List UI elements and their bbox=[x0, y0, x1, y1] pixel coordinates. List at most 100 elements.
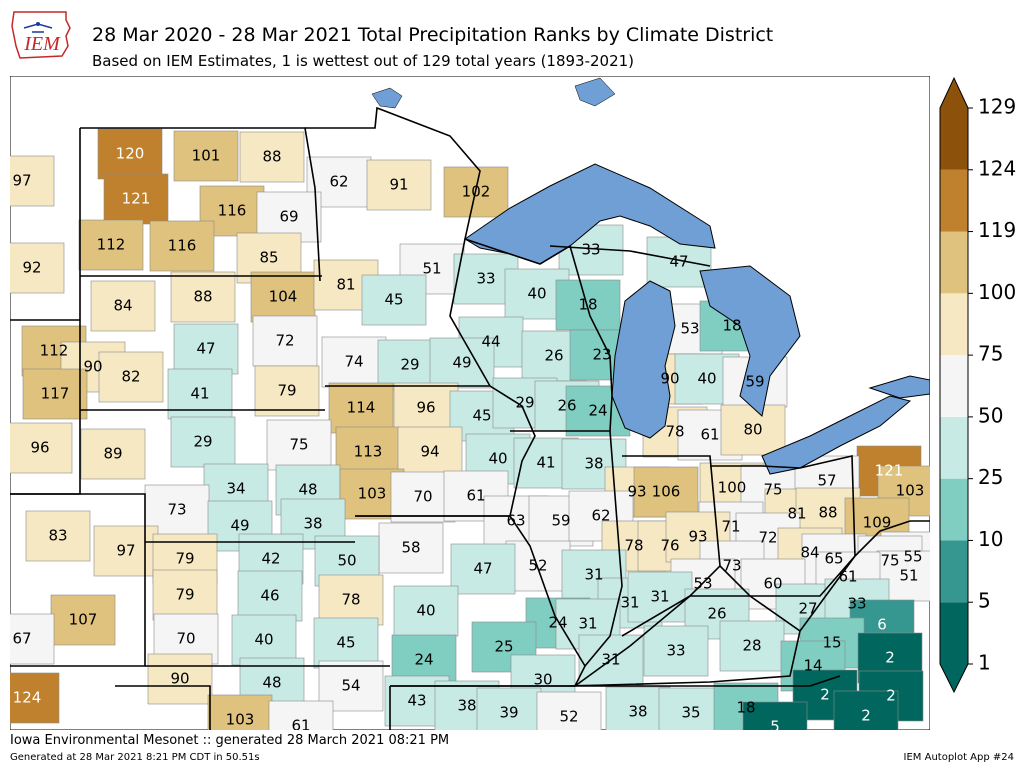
co-box bbox=[10, 493, 146, 667]
district-rank-label: 38 bbox=[303, 515, 322, 533]
district-rank-label: 40 bbox=[254, 631, 273, 649]
lake-ontario bbox=[868, 375, 930, 399]
district-rank-label: 73 bbox=[167, 501, 186, 519]
district-rank-label: 90 bbox=[660, 370, 679, 388]
district-region bbox=[170, 271, 236, 323]
district-rank-label: 31 bbox=[601, 651, 620, 669]
district-rank-label: 44 bbox=[481, 333, 500, 351]
nd-border bbox=[80, 127, 321, 282]
colorbar-bin bbox=[940, 540, 968, 603]
district-rank-label: 61 bbox=[700, 426, 719, 444]
district-rank-label: 33 bbox=[476, 270, 495, 288]
district-rank-label: 51 bbox=[899, 567, 918, 585]
district-rank-label: 40 bbox=[527, 285, 546, 303]
district-rank-label: 41 bbox=[536, 454, 555, 472]
district-rank-label: 33 bbox=[666, 642, 685, 660]
district-region bbox=[366, 159, 432, 211]
district-region bbox=[10, 155, 55, 207]
district-rank-label: 28 bbox=[742, 637, 761, 655]
colorbar-bin bbox=[940, 293, 968, 356]
district-region bbox=[658, 687, 724, 730]
colorbar-tick-label: 5 bbox=[978, 589, 991, 613]
district-rank-label: 58 bbox=[401, 539, 420, 557]
lake-erie bbox=[761, 395, 912, 475]
district-rank-label: 31 bbox=[578, 615, 597, 633]
colorbar-tick-label: 129 bbox=[978, 95, 1016, 119]
district-rank-label: 25 bbox=[494, 638, 513, 656]
district-rank-label: 53 bbox=[693, 575, 712, 593]
district-rank-label: 112 bbox=[40, 342, 69, 360]
district-region bbox=[147, 653, 213, 705]
district-rank-label: 101 bbox=[192, 147, 221, 165]
colorbar-max-arrow bbox=[940, 78, 968, 108]
district-rank-label: 31 bbox=[620, 594, 639, 612]
district-rank-label: 38 bbox=[457, 697, 476, 715]
district-rank-label: 103 bbox=[358, 485, 387, 503]
district-rank-label: 24 bbox=[588, 402, 607, 420]
district-rank-label: 74 bbox=[344, 353, 363, 371]
district-rank-label: 6 bbox=[877, 616, 887, 634]
wisconsin bbox=[464, 238, 613, 432]
district-region bbox=[536, 691, 602, 730]
district-rank-label: 47 bbox=[669, 253, 688, 271]
great-lakes bbox=[371, 77, 930, 475]
district-rank-label: 96 bbox=[30, 439, 49, 457]
district-rank-label: 15 bbox=[822, 634, 841, 652]
colorbar-bin bbox=[940, 478, 968, 541]
district-rank-label: 50 bbox=[337, 552, 356, 570]
district-rank-label: 61 bbox=[466, 487, 485, 505]
district-rank-label: 53 bbox=[680, 320, 699, 338]
district-region bbox=[254, 365, 320, 417]
district-region bbox=[321, 336, 387, 388]
district-rank-label: 97 bbox=[12, 172, 31, 190]
district-region bbox=[170, 416, 236, 468]
district-rank-label: 75 bbox=[880, 552, 899, 570]
district-region bbox=[78, 219, 144, 271]
district-rank-label: 103 bbox=[896, 482, 925, 500]
iem-logo: IEM bbox=[11, 11, 71, 59]
district-rank-label: 78 bbox=[665, 423, 684, 441]
district-region bbox=[378, 522, 444, 574]
district-rank-label: 75 bbox=[763, 481, 782, 499]
district-rank-label: 88 bbox=[193, 288, 212, 306]
district-rank-label: 51 bbox=[422, 260, 441, 278]
district-rank-label: 41 bbox=[190, 385, 209, 403]
district-rank-label: 24 bbox=[548, 614, 567, 632]
district-region bbox=[555, 279, 621, 331]
district-rank-label: 59 bbox=[551, 512, 570, 530]
district-rank-label: 78 bbox=[624, 537, 643, 555]
district-rank-label: 33 bbox=[847, 595, 866, 613]
district-rank-label: 26 bbox=[557, 397, 576, 415]
district-rank-label: 65 bbox=[824, 550, 843, 568]
district-region bbox=[393, 585, 459, 637]
district-rank-label: 84 bbox=[113, 297, 132, 315]
district-region bbox=[266, 419, 332, 471]
chart-subtitle: Based on IEM Estimates, 1 is wettest out… bbox=[92, 52, 635, 70]
district-rank-label: 102 bbox=[462, 183, 491, 201]
district-rank-label: 79 bbox=[277, 382, 296, 400]
district-rank-label: 97 bbox=[116, 542, 135, 560]
district-region bbox=[207, 694, 273, 730]
district-rank-label: 69 bbox=[279, 208, 298, 226]
district-region bbox=[173, 130, 239, 182]
district-rank-label: 5 bbox=[770, 718, 780, 731]
district-rank-label: 116 bbox=[168, 237, 197, 255]
district-region bbox=[239, 131, 305, 183]
illinois bbox=[510, 430, 623, 667]
district-region bbox=[397, 426, 463, 478]
district-region bbox=[313, 617, 379, 669]
district-rank-label: 40 bbox=[416, 602, 435, 620]
district-rank-label: 83 bbox=[48, 527, 67, 545]
district-rank-label: 40 bbox=[488, 450, 507, 468]
colorbar-tick-label: 119 bbox=[978, 218, 1016, 242]
colorbar-tick-label: 100 bbox=[978, 280, 1016, 304]
district-rank-label: 114 bbox=[347, 399, 376, 417]
lake-michigan bbox=[611, 280, 676, 439]
lake-huron bbox=[699, 265, 801, 417]
district-region bbox=[10, 422, 73, 474]
district-region bbox=[633, 466, 699, 518]
district-rank-label: 79 bbox=[175, 586, 194, 604]
district-rank-label: 120 bbox=[116, 145, 145, 163]
